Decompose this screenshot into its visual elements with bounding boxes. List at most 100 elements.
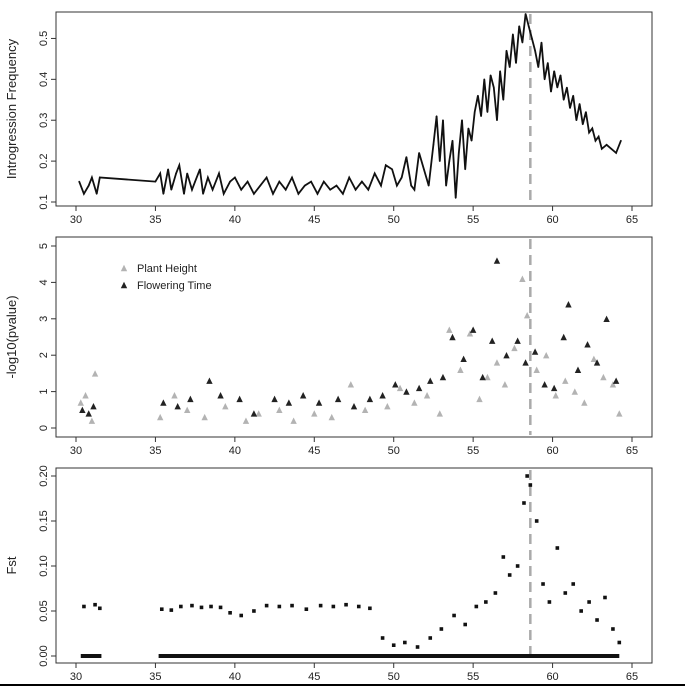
flowering-time-point — [574, 366, 582, 373]
flowering-time-point — [379, 392, 386, 399]
x-tick-label: 60 — [546, 445, 558, 457]
fst-point — [534, 519, 539, 523]
introgression-point — [427, 184, 430, 187]
flowering-time-point — [90, 402, 97, 410]
introgression-point — [591, 127, 594, 130]
introgression-panel: 30 35 40 45 50 55 60 65 0.1 0.2 0.3 0.4 0.5 Introgres… — [4, 11, 653, 226]
introgression-point — [438, 160, 441, 162]
introgression-point — [194, 180, 196, 183]
x-tick-label: 30 — [70, 671, 82, 683]
introgression-point — [87, 184, 90, 187]
introgression-point — [361, 180, 363, 183]
fst-point — [98, 606, 102, 611]
introgression-point — [329, 188, 331, 191]
introgression-point — [515, 62, 517, 64]
plant-height-point — [523, 311, 531, 319]
x-tick-label: 50 — [388, 445, 400, 457]
y-tick-label: 0.5 — [38, 31, 50, 46]
introgression-point — [202, 193, 204, 195]
fst-point — [439, 627, 444, 631]
pvalue-panel: 30 35 40 45 50 55 60 65012345-log10(pvalue)Plan… — [4, 236, 653, 457]
flowering-time-point — [415, 384, 423, 392]
flowering-time-point — [427, 377, 434, 384]
plant-height-point — [156, 413, 164, 421]
introgression-point — [588, 131, 590, 134]
introgression-point — [540, 41, 543, 44]
plant-height-point — [552, 392, 559, 399]
x-tick-label: 35 — [149, 445, 161, 457]
flowering-time-point — [593, 359, 601, 366]
flowering-time-point — [79, 406, 86, 413]
introgression-point — [186, 172, 188, 175]
plant-height-point — [562, 377, 569, 384]
plant-height-point — [533, 366, 540, 373]
y-tick-label: 0.10 — [38, 555, 50, 576]
flowering-time-point — [250, 410, 258, 417]
fst-point — [331, 604, 336, 609]
plant-height-point — [88, 417, 96, 424]
fst-point — [474, 604, 479, 609]
x-tick-label: 45 — [308, 214, 320, 226]
flowering-time-point — [565, 301, 572, 308]
x-tick-label: 30 — [70, 214, 82, 226]
flowering-time-point — [449, 333, 456, 341]
introgression-point — [191, 188, 193, 191]
fst-point — [228, 611, 232, 615]
introgression-point — [423, 168, 425, 171]
plant-height-point — [493, 359, 501, 366]
introgression-point — [480, 115, 482, 117]
introgression-point — [211, 188, 214, 191]
introgression-point — [435, 115, 438, 117]
fst-point — [522, 501, 526, 505]
plant-height-point — [457, 366, 464, 373]
introgression-point — [547, 62, 549, 64]
fst-point — [93, 602, 97, 607]
fst-point — [595, 618, 599, 622]
introgression-point — [610, 148, 613, 150]
fst-point — [380, 636, 385, 640]
flowering-time-point — [514, 337, 521, 344]
fst-point — [515, 564, 520, 568]
plant-height-point — [423, 392, 431, 399]
introgression-point — [154, 180, 157, 183]
introgression-point — [167, 168, 169, 171]
introgression-point — [569, 107, 571, 109]
introgression-point — [499, 70, 501, 72]
x-tick-label: 60 — [546, 214, 558, 226]
x-tick-label: 65 — [626, 214, 638, 226]
introgression-point — [259, 184, 262, 187]
plant-height-point — [600, 373, 607, 381]
y-tick-label: 1 — [38, 389, 50, 395]
introgression-point — [78, 180, 80, 183]
y-tick-label: 2 — [38, 352, 50, 358]
introgression-point — [396, 184, 398, 187]
introgression-point — [524, 13, 527, 15]
introgression-point — [585, 111, 587, 113]
introgression-point — [265, 176, 268, 179]
introgression-line — [78, 13, 622, 198]
y-tick-label: 0.2 — [38, 153, 50, 168]
introgression-point — [418, 152, 420, 154]
plant-height-point — [91, 370, 99, 377]
introgression-point — [367, 188, 370, 191]
plant-height-point — [484, 373, 491, 381]
fst-point — [403, 640, 407, 645]
plant-height-point — [184, 406, 191, 413]
introgression-point — [601, 148, 603, 150]
legend-flowering-time: Flowering Time — [137, 280, 212, 292]
flowering-time-point — [350, 402, 358, 410]
fst-point — [304, 607, 309, 611]
fst-panel: 30 35 40 45 50 55 60 65 0.00 0.05 0.10 0.15 0.20 Fst — [4, 465, 653, 683]
introgression-point — [454, 197, 457, 199]
introgression-point — [508, 66, 511, 68]
introgression-point — [575, 119, 578, 122]
introgression-point — [229, 180, 231, 183]
introgression-point — [512, 33, 514, 36]
plant-height-point — [476, 395, 483, 403]
plant-height-point — [290, 417, 297, 424]
plant-height-point — [519, 275, 526, 282]
y-tick-label: 0.1 — [38, 194, 50, 209]
x-tick-label: 60 — [546, 671, 558, 683]
flowering-time-point — [315, 399, 323, 406]
